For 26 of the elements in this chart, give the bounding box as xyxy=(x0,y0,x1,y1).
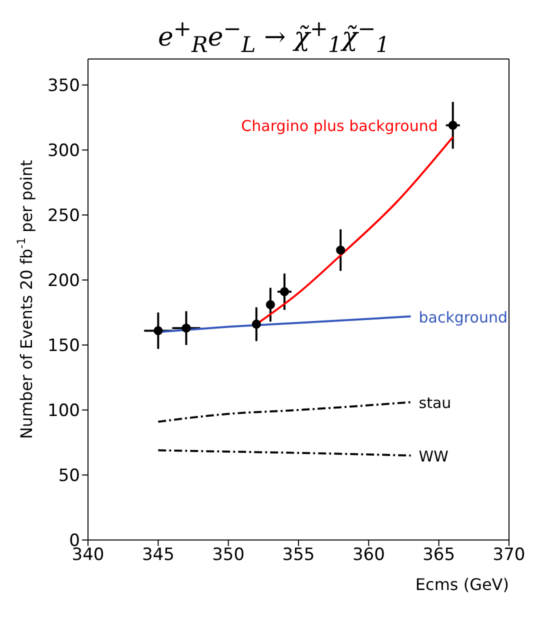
y-tick-label: 200 xyxy=(48,271,80,292)
x-tick-label: 345 xyxy=(142,545,174,566)
point xyxy=(252,320,261,329)
x-tick-label: 360 xyxy=(352,545,385,566)
x-tick-label: 370 xyxy=(492,545,526,566)
series-label: stau xyxy=(418,394,452,412)
y-tick-label: 300 xyxy=(48,141,80,162)
point xyxy=(336,246,346,255)
x-tick-label: 350 xyxy=(212,545,245,566)
point xyxy=(182,324,191,333)
series-label: WW xyxy=(418,448,449,466)
series-label: background xyxy=(418,308,508,326)
point xyxy=(448,120,458,130)
point xyxy=(266,300,275,310)
y-tick-label: 100 xyxy=(48,401,80,422)
x-tick-label: 365 xyxy=(422,545,456,566)
point xyxy=(280,287,289,296)
y-tick-label: 50 xyxy=(58,466,80,486)
y-tick-label: 350 xyxy=(48,76,80,96)
x-tick-label: 355 xyxy=(282,545,315,566)
series-label: Chargino plus background xyxy=(241,117,438,135)
point xyxy=(154,326,163,336)
line-series xyxy=(157,401,412,423)
x-axis-title: Ecms (GeV) xyxy=(415,575,509,594)
y-tick-label: 250 xyxy=(48,206,80,226)
y-tick-label: 150 xyxy=(48,336,80,356)
